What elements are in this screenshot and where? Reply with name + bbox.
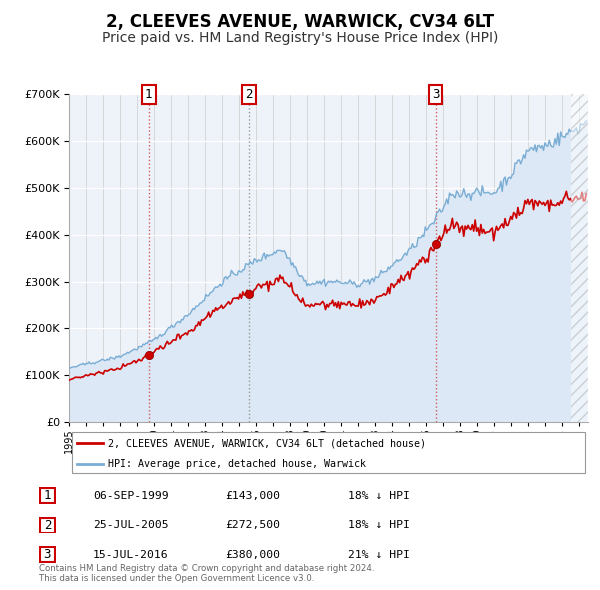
- Text: 1: 1: [44, 489, 51, 502]
- Text: 18% ↓ HPI: 18% ↓ HPI: [348, 520, 410, 530]
- FancyBboxPatch shape: [71, 432, 586, 473]
- Text: 2: 2: [245, 88, 253, 101]
- Text: 2, CLEEVES AVENUE, WARWICK, CV34 6LT: 2, CLEEVES AVENUE, WARWICK, CV34 6LT: [106, 13, 494, 31]
- Text: £380,000: £380,000: [225, 550, 280, 559]
- Text: 15-JUL-2016: 15-JUL-2016: [93, 550, 169, 559]
- Text: 3: 3: [44, 548, 51, 561]
- Text: 06-SEP-1999: 06-SEP-1999: [93, 491, 169, 500]
- Text: £272,500: £272,500: [225, 520, 280, 530]
- Text: Price paid vs. HM Land Registry's House Price Index (HPI): Price paid vs. HM Land Registry's House …: [102, 31, 498, 45]
- Text: £143,000: £143,000: [225, 491, 280, 500]
- Text: 2: 2: [44, 519, 51, 532]
- Text: 1: 1: [145, 88, 152, 101]
- FancyBboxPatch shape: [40, 488, 55, 503]
- FancyBboxPatch shape: [40, 517, 55, 533]
- Text: HPI: Average price, detached house, Warwick: HPI: Average price, detached house, Warw…: [108, 459, 366, 469]
- Text: 2, CLEEVES AVENUE, WARWICK, CV34 6LT (detached house): 2, CLEEVES AVENUE, WARWICK, CV34 6LT (de…: [108, 438, 426, 448]
- Text: 3: 3: [432, 88, 439, 101]
- Text: 18% ↓ HPI: 18% ↓ HPI: [348, 491, 410, 500]
- Bar: [571, 94, 588, 422]
- Text: Contains HM Land Registry data © Crown copyright and database right 2024.
This d: Contains HM Land Registry data © Crown c…: [39, 563, 374, 583]
- FancyBboxPatch shape: [40, 547, 55, 562]
- Text: 21% ↓ HPI: 21% ↓ HPI: [348, 550, 410, 559]
- Text: 25-JUL-2005: 25-JUL-2005: [93, 520, 169, 530]
